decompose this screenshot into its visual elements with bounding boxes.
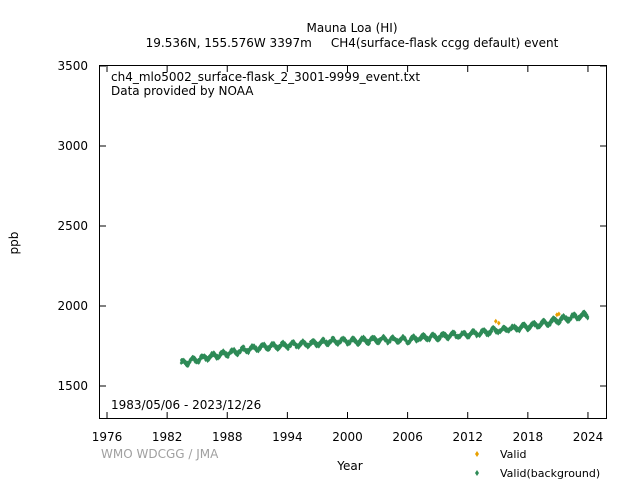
x-tick-label: 1988	[212, 430, 243, 444]
legend-marker-valid	[475, 451, 479, 457]
x-tick-label: 2018	[513, 430, 544, 444]
valid-point	[557, 311, 561, 317]
x-tick-label: 2006	[392, 430, 423, 444]
y-tick-label: 2500	[57, 219, 88, 233]
plot-area	[99, 65, 607, 419]
background-point	[490, 329, 494, 334]
legend-marker-background	[475, 470, 479, 476]
x-tick-label: 1994	[272, 430, 303, 444]
credit-text: WMO WDCGG / JMA	[101, 447, 219, 461]
valid-point	[493, 318, 498, 324]
legend-label-valid: Valid	[500, 448, 527, 461]
legend: Valid Valid(background)	[475, 448, 600, 480]
valid-point	[555, 312, 559, 318]
y-tick-label: 3500	[57, 59, 88, 73]
axis-ticks: 1976 1982 1988 1994 2000 2006 2012 2018 2024 1500…	[57, 59, 606, 444]
annotation-provider: Data provided by NOAA	[111, 84, 254, 98]
x-tick-label: 2012	[452, 430, 483, 444]
x-tick-label: 2000	[332, 430, 363, 444]
annotation-date-range: 1983/05/06 - 2023/12/26	[111, 398, 261, 412]
data-points	[179, 309, 590, 368]
y-tick-label: 1500	[57, 379, 88, 393]
valid-point	[496, 320, 501, 326]
x-axis-label: Year	[336, 459, 362, 473]
chart-title: Mauna Loa (HI)	[307, 21, 398, 35]
background-point	[586, 314, 590, 319]
x-tick-label: 2024	[573, 430, 604, 444]
legend-label-background: Valid(background)	[500, 467, 600, 480]
annotation-filename: ch4_mlo5002_surface-flask_2_3001-9999_ev…	[111, 70, 420, 84]
chart-subtitle: 19.536N, 155.576W 3397m CH4(surface-flas…	[146, 36, 559, 50]
background-point	[242, 344, 246, 349]
x-tick-label: 1976	[92, 430, 123, 444]
background-point	[254, 345, 258, 350]
y-tick-label: 3000	[57, 139, 88, 153]
y-tick-label: 2000	[57, 299, 88, 313]
x-tick-label: 1982	[152, 430, 183, 444]
background-point	[569, 317, 573, 322]
y-axis-label: ppb	[7, 232, 21, 255]
